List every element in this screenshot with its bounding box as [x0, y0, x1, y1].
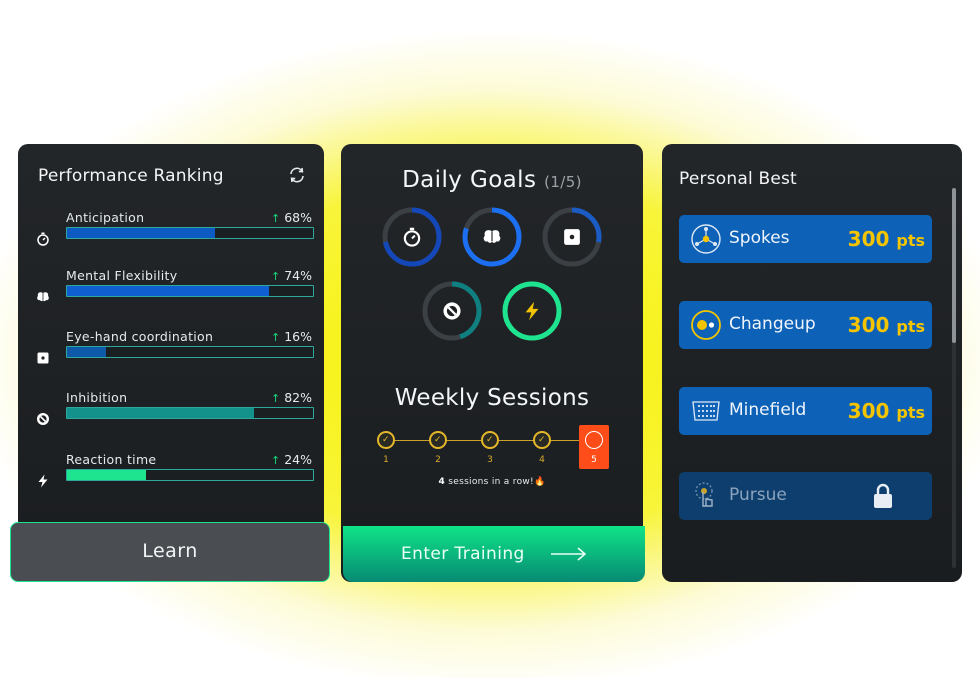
goal-ring-reaction-time[interactable] [501, 280, 563, 342]
no-entry-icon [37, 413, 49, 425]
metric-progress-fill [67, 347, 107, 357]
session-complete: ✓ [429, 431, 447, 449]
metric-value: ↑ 68% [270, 210, 312, 225]
check-icon: ✓ [382, 435, 390, 445]
metric-progress-bar [66, 227, 314, 239]
metric-value: ↑ 82% [270, 390, 312, 405]
check-icon: ✓ [434, 435, 442, 445]
brain-icon [37, 292, 49, 302]
up-arrow-icon: ↑ [270, 392, 281, 405]
arrow-right-icon [551, 547, 587, 561]
streak-text: 4 sessions in a row!🔥 [438, 477, 546, 487]
scrollbar-thumb[interactable] [952, 188, 956, 343]
changeup-icon [691, 310, 721, 340]
personal-best-spokes[interactable]: Spokes 300 pts [679, 215, 932, 263]
brain-icon [483, 230, 501, 243]
metric-eye-hand-coordination: Eye-hand coordination ↑ 16% [32, 329, 314, 371]
scrollbar[interactable] [952, 188, 956, 568]
session-number: 1 [383, 455, 389, 465]
fire-icon: 🔥 [533, 477, 546, 487]
minefield-icon [692, 401, 720, 421]
personal-best-minefield[interactable]: Minefield 300 pts [679, 387, 932, 435]
weekly-sessions-tracker: ✓ 1 ✓ 2 ✓ 3 ✓ 4 5 [371, 425, 613, 475]
metric-label: Reaction time [66, 452, 157, 467]
metric-progress-fill [67, 286, 269, 296]
lightning-icon [38, 474, 48, 488]
game-points: 300 pts [847, 399, 925, 423]
pursue-icon [695, 482, 713, 507]
daily-goals-count: (1/5) [544, 173, 582, 191]
daily-goals-panel: Daily Goals (1/5) Weekly Sessions ✓ 1 ✓ … [341, 144, 643, 582]
metric-inhibition: Inhibition ↑ 82% [32, 390, 314, 432]
up-arrow-icon: ↑ [270, 270, 281, 283]
weekly-sessions-title: Weekly Sessions [394, 385, 590, 411]
metric-progress-bar [66, 346, 314, 358]
session-complete: ✓ [377, 431, 395, 449]
check-icon: ✓ [486, 435, 494, 445]
performance-ranking-panel: Performance Ranking Anticipation ↑ 68% Me… [18, 144, 324, 581]
stopwatch-icon [403, 227, 421, 247]
session-number: 2 [435, 455, 441, 465]
enter-training-label: Enter Training [401, 544, 525, 564]
performance-ranking-title: Performance Ranking [38, 166, 224, 186]
dot-square-icon [37, 352, 49, 364]
lightning-icon [525, 301, 539, 321]
session-number: 5 [591, 455, 597, 465]
check-icon: ✓ [538, 435, 546, 445]
game-points: 300 pts [847, 313, 925, 337]
session-ring [585, 431, 603, 449]
up-arrow-icon: ↑ [270, 331, 281, 344]
session-current: 5 [579, 425, 609, 469]
game-name: Spokes [729, 228, 790, 248]
goal-ring-eye-hand[interactable] [541, 206, 603, 268]
stopwatch-icon [37, 232, 49, 246]
metric-label: Mental Flexibility [66, 268, 178, 283]
goal-ring-inhibition[interactable] [421, 280, 483, 342]
session-number: 4 [539, 455, 545, 465]
personal-best-pursue[interactable]: Pursue [679, 472, 932, 520]
game-name: Minefield [729, 400, 807, 420]
metric-progress-fill [67, 228, 215, 238]
metric-reaction-time: Reaction time ↑ 24% [32, 452, 314, 494]
metric-value: ↑ 74% [270, 268, 312, 283]
goal-ring-mental-flexibility[interactable] [461, 206, 523, 268]
metric-progress-fill [67, 470, 146, 480]
metric-label: Eye-hand coordination [66, 329, 214, 344]
metric-value: ↑ 16% [270, 329, 312, 344]
no-entry-icon [443, 302, 461, 320]
refresh-icon[interactable] [288, 166, 306, 184]
session-complete: ✓ [481, 431, 499, 449]
game-name: Pursue [729, 485, 787, 505]
metric-label: Anticipation [66, 210, 145, 225]
game-name: Changeup [729, 314, 816, 334]
learn-button[interactable]: Learn [10, 522, 330, 582]
metric-progress-bar [66, 407, 314, 419]
metric-label: Inhibition [66, 390, 128, 405]
daily-goals-title: Daily Goals (1/5) [402, 167, 582, 193]
dot-square-icon [564, 229, 580, 245]
metric-progress-fill [67, 408, 254, 418]
up-arrow-icon: ↑ [270, 454, 281, 467]
metric-anticipation: Anticipation ↑ 68% [32, 210, 314, 252]
personal-best-changeup[interactable]: Changeup 300 pts [679, 301, 932, 349]
game-points: 300 pts [847, 227, 925, 251]
spokes-icon [691, 224, 721, 254]
lock-icon [874, 483, 892, 508]
up-arrow-icon: ↑ [270, 212, 281, 225]
metric-progress-bar [66, 285, 314, 297]
personal-best-panel: Personal Best Spokes 300 pts Changeup 30… [662, 144, 962, 582]
enter-training-button[interactable]: Enter Training [343, 526, 645, 582]
personal-best-title: Personal Best [679, 169, 797, 189]
session-complete: ✓ [533, 431, 551, 449]
session-number: 3 [487, 455, 493, 465]
metric-value: ↑ 24% [270, 452, 312, 467]
goal-ring-anticipation[interactable] [381, 206, 443, 268]
metric-progress-bar [66, 469, 314, 481]
metric-mental-flexibility: Mental Flexibility ↑ 74% [32, 268, 314, 310]
